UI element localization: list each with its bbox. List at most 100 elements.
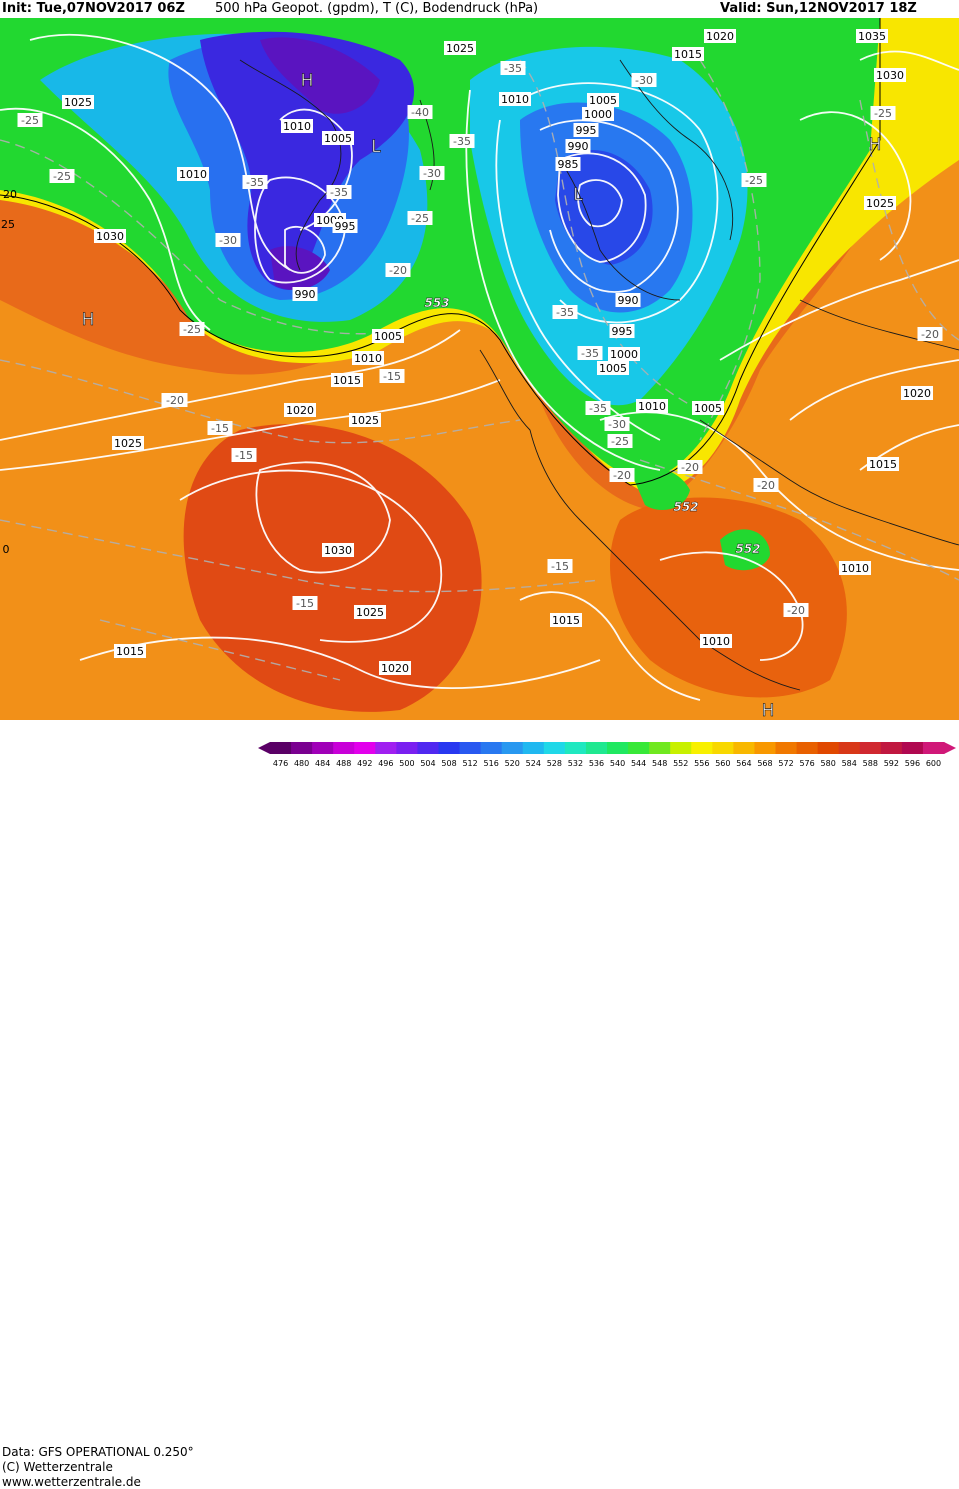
scale-swatch [649, 742, 671, 754]
isobar-label: 1015 [116, 645, 144, 658]
temperature-label: -35 [504, 62, 522, 75]
scale-tick-label: 528 [547, 759, 562, 768]
temperature-label: -25 [745, 174, 763, 187]
isobar-label: 1005 [324, 132, 352, 145]
isobar-label: 1010 [501, 93, 529, 106]
isobar-label: 1020 [286, 404, 314, 417]
scale-tick-label: 600 [926, 759, 941, 768]
edge-label: 25 [1, 218, 15, 231]
isobar-label: 995 [576, 124, 597, 137]
scale-swatch [585, 742, 608, 754]
isobar-label: 1025 [356, 606, 384, 619]
scale-tick-label: 580 [821, 759, 836, 768]
scale-swatch [312, 742, 334, 754]
isobar-label: 1005 [599, 362, 627, 375]
scale-tick-label: 544 [631, 759, 646, 768]
temperature-label: -25 [53, 170, 71, 183]
temperature-label: -30 [608, 418, 626, 431]
temperature-label: -15 [296, 597, 314, 610]
scale-tick-label: 592 [884, 759, 899, 768]
scale-tick-label: 584 [842, 759, 857, 768]
scale-swatch [564, 742, 587, 754]
init-time: Init: Tue,07NOV2017 06Z [2, 1, 185, 16]
color-scale-legend: 476 480 484 488 492 496 500 504 508 512 516 520 524 5… [258, 742, 956, 768]
copyright: (C) Wetterzentrale [2, 1460, 113, 1474]
isobar-label: 1010 [354, 352, 382, 365]
scale-arrow-right [944, 742, 956, 754]
scale-tick-label: 484 [315, 759, 330, 768]
temperature-label: -15 [211, 422, 229, 435]
temperature-label: -40 [411, 106, 429, 119]
isobar-label: 1000 [584, 108, 612, 121]
temperature-label: -20 [787, 604, 805, 617]
scale-tick-label: 492 [357, 759, 372, 768]
geopotential-label: 552 [673, 500, 698, 514]
isobar-label: 1020 [706, 30, 734, 43]
temperature-label: -35 [556, 306, 574, 319]
scale-swatch [607, 742, 629, 754]
temperature-label: -25 [611, 435, 629, 448]
scale-tick-label: 508 [441, 759, 456, 768]
scale-tick-label: 564 [736, 759, 751, 768]
valid-time: Valid: Sun,12NOV2017 18Z [720, 1, 917, 16]
temperature-label: -35 [453, 135, 471, 148]
scale-tick-label: 568 [757, 759, 772, 768]
scale-swatch [291, 742, 313, 754]
scale-swatch [375, 742, 397, 754]
isobar-label: 1015 [674, 48, 702, 61]
isobar-label: 990 [618, 294, 639, 307]
scale-tick-label: 524 [526, 759, 541, 768]
scale-swatch [733, 742, 755, 754]
temperature-label: -20 [166, 394, 184, 407]
isobar-label: 1010 [841, 562, 869, 575]
map-header: Init: Tue,07NOV2017 06Z 500 hPa Geopot. … [0, 0, 959, 18]
isobar-label: 1030 [96, 230, 124, 243]
high-pressure-center: H [869, 135, 882, 155]
edge-label: 0 [3, 543, 10, 556]
scale-tick-label: 476 [273, 759, 288, 768]
temperature-label: -35 [246, 176, 264, 189]
isobar-label: 1010 [283, 120, 311, 133]
temperature-label: -25 [874, 107, 892, 120]
isobar-label: 1020 [381, 662, 409, 675]
scale-tick-label: 516 [484, 759, 499, 768]
scale-swatch [501, 742, 524, 754]
scale-swatch [838, 742, 861, 754]
scale-swatch [628, 742, 650, 754]
isobar-label: 1025 [114, 437, 142, 450]
scale-swatch [796, 742, 819, 754]
temperature-label: -20 [757, 479, 775, 492]
temperature-label: -25 [411, 212, 429, 225]
temperature-label: -30 [423, 167, 441, 180]
scale-swatch [670, 742, 692, 754]
scale-tick-label: 548 [652, 759, 667, 768]
low-pressure-center: L [573, 185, 583, 205]
scale-swatch [333, 742, 355, 754]
scale-tick-label: 504 [420, 759, 435, 768]
temperature-label: -35 [589, 402, 607, 415]
website-link[interactable]: www.wetterzentrale.de [2, 1475, 141, 1489]
isobar-label: 995 [612, 325, 633, 338]
isobar-label: 1010 [179, 168, 207, 181]
scale-swatch [922, 742, 945, 754]
temperature-label: -20 [921, 328, 939, 341]
temperature-label: -25 [21, 114, 39, 127]
isobar-label: 1025 [866, 197, 894, 210]
isobar-label: 1010 [702, 635, 730, 648]
scale-swatch [480, 742, 503, 754]
temperature-label: -25 [183, 323, 201, 336]
temperature-label: -20 [389, 264, 407, 277]
geopotential-label: 552 [735, 542, 760, 556]
scale-swatch [354, 742, 376, 754]
isobar-label: 1000 [610, 348, 638, 361]
isobar-label: 1015 [333, 374, 361, 387]
scale-tick-label: 480 [294, 759, 309, 768]
isobar-label: 995 [335, 220, 356, 233]
scale-swatch [859, 742, 882, 754]
scale-swatch [880, 742, 903, 754]
scale-tick-label: 512 [462, 759, 477, 768]
isobar-label: 985 [558, 158, 579, 171]
isobar-label: 1020 [903, 387, 931, 400]
